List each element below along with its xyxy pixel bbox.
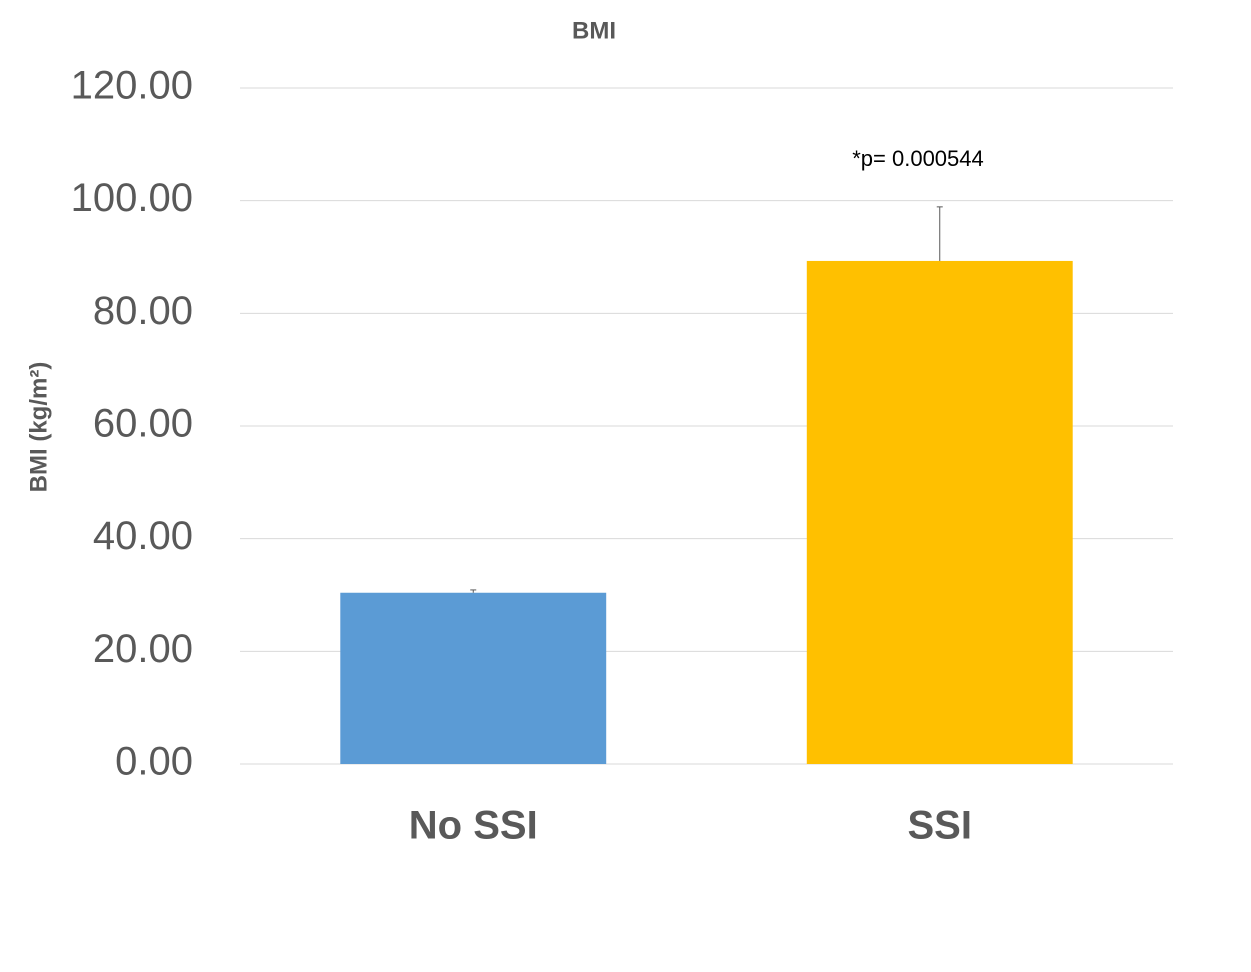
error-bar <box>936 206 943 261</box>
x-tick-label: SSI <box>908 804 972 848</box>
y-tick-label: 40.00 <box>93 514 193 558</box>
error-bar <box>470 589 477 593</box>
x-tick-label: No SSI <box>409 804 538 848</box>
y-tick-label: 60.00 <box>93 402 193 446</box>
y-axis-label: BMI (kg/m²) <box>25 362 52 493</box>
annotation: *p= 0.000544 <box>852 146 984 171</box>
y-tick-label: 80.00 <box>93 289 193 333</box>
y-tick-label: 120.00 <box>71 64 193 108</box>
y-tick-label: 100.00 <box>71 176 193 220</box>
chart-title: BMI <box>572 17 616 44</box>
y-tick-label: 0.00 <box>115 740 193 784</box>
bar <box>340 592 607 764</box>
y-tick-label: 20.00 <box>93 627 193 671</box>
bar <box>806 260 1073 764</box>
